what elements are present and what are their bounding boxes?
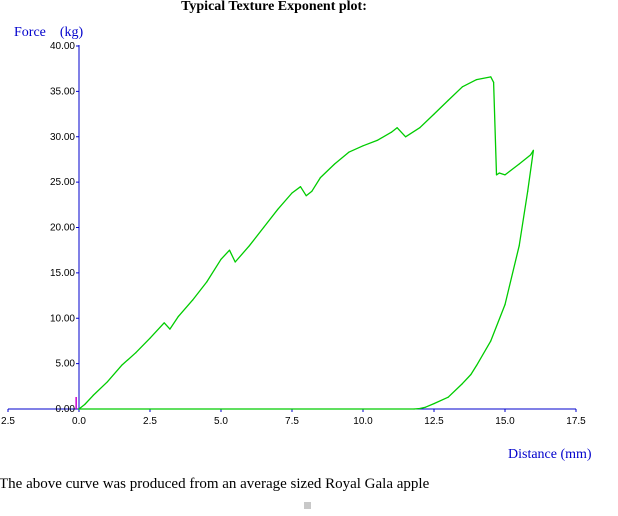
data-point (84, 403, 86, 406)
x-tick-label: 5.0 (214, 416, 228, 427)
series-loading-line (78, 76, 534, 410)
data-point (470, 373, 472, 376)
data-point (92, 394, 94, 396)
y-tick-label: 10.00 (50, 313, 75, 324)
data-point (305, 195, 307, 197)
data-point (424, 406, 427, 408)
data-point (461, 383, 463, 385)
data-point (362, 145, 364, 147)
data-series (78, 76, 535, 410)
x-tick-label: 12.5 (424, 416, 444, 427)
x-tick-label: 10.0 (353, 416, 373, 427)
data-point (518, 163, 520, 165)
data-point (220, 258, 222, 260)
chart-title: Typical Texture Exponent plot: (181, 0, 367, 14)
x-tick-label: 2.5 (143, 416, 157, 427)
data-point (495, 174, 498, 176)
data-point (476, 79, 478, 81)
data-point (396, 127, 398, 129)
page-marker (304, 502, 311, 509)
data-point (405, 136, 407, 138)
y-tick-label: 5.00 (56, 359, 76, 370)
data-point (334, 163, 336, 165)
data-point (530, 154, 532, 156)
axes (7, 45, 577, 412)
data-point (493, 81, 495, 83)
data-point (433, 403, 435, 405)
data-point (311, 190, 313, 192)
x-tick-label: 15.0 (495, 416, 515, 427)
data-point (277, 208, 279, 210)
y-tick-label: 15.00 (50, 268, 75, 279)
data-point (319, 177, 321, 179)
data-point (348, 151, 350, 153)
data-point (163, 322, 165, 324)
data-point (447, 99, 449, 101)
data-point (504, 174, 506, 176)
data-point (291, 192, 293, 194)
data-point (447, 396, 449, 398)
data-point (504, 304, 506, 306)
data-point (78, 408, 80, 410)
y-tick-label: 35.00 (50, 86, 75, 97)
y-tick-label: 25.00 (50, 177, 75, 188)
data-point (228, 249, 231, 251)
data-point (177, 315, 179, 317)
data-point (169, 328, 171, 330)
chart-caption: The above curve was produced from an ave… (0, 476, 430, 492)
data-point (376, 139, 378, 141)
data-point (121, 364, 123, 366)
y-tick-label: 20.00 (50, 223, 75, 234)
data-point (498, 172, 500, 174)
data-point (518, 245, 520, 247)
data-point (419, 407, 421, 410)
data-point (149, 337, 151, 339)
x-tick-label: 2.5 (1, 416, 15, 427)
series-unloading-line (79, 150, 535, 410)
data-point (263, 226, 265, 229)
data-point (299, 186, 302, 188)
data-point (135, 352, 137, 354)
tick-labels: 0.00 5.00 10.00 15.00 20.00 25.00 30.00 35.00 40… (1, 41, 586, 427)
x-tick-label: 7.5 (285, 416, 299, 427)
data-point (490, 340, 492, 342)
data-point (248, 245, 250, 247)
data-point (413, 408, 415, 410)
data-point (234, 261, 236, 263)
data-point (192, 299, 194, 301)
y-tick-label: 0.00 (56, 404, 76, 415)
data-point (476, 364, 478, 366)
data-point (461, 86, 463, 88)
data-point (390, 131, 392, 133)
data-point (419, 127, 421, 129)
y-tick-label: 30.00 (50, 132, 75, 143)
data-point (532, 149, 535, 151)
x-tick-label: 0.0 (72, 416, 86, 427)
data-point (106, 381, 108, 383)
data-point (490, 76, 492, 78)
x-tick-label: 17.5 (566, 416, 586, 427)
data-point (206, 281, 208, 283)
y-axis-label: Force (kg) (14, 25, 84, 40)
data-point (527, 190, 529, 192)
x-axis-label: Distance (mm) (508, 447, 592, 462)
y-tick-label: 40.00 (50, 41, 75, 52)
data-point (433, 113, 435, 115)
